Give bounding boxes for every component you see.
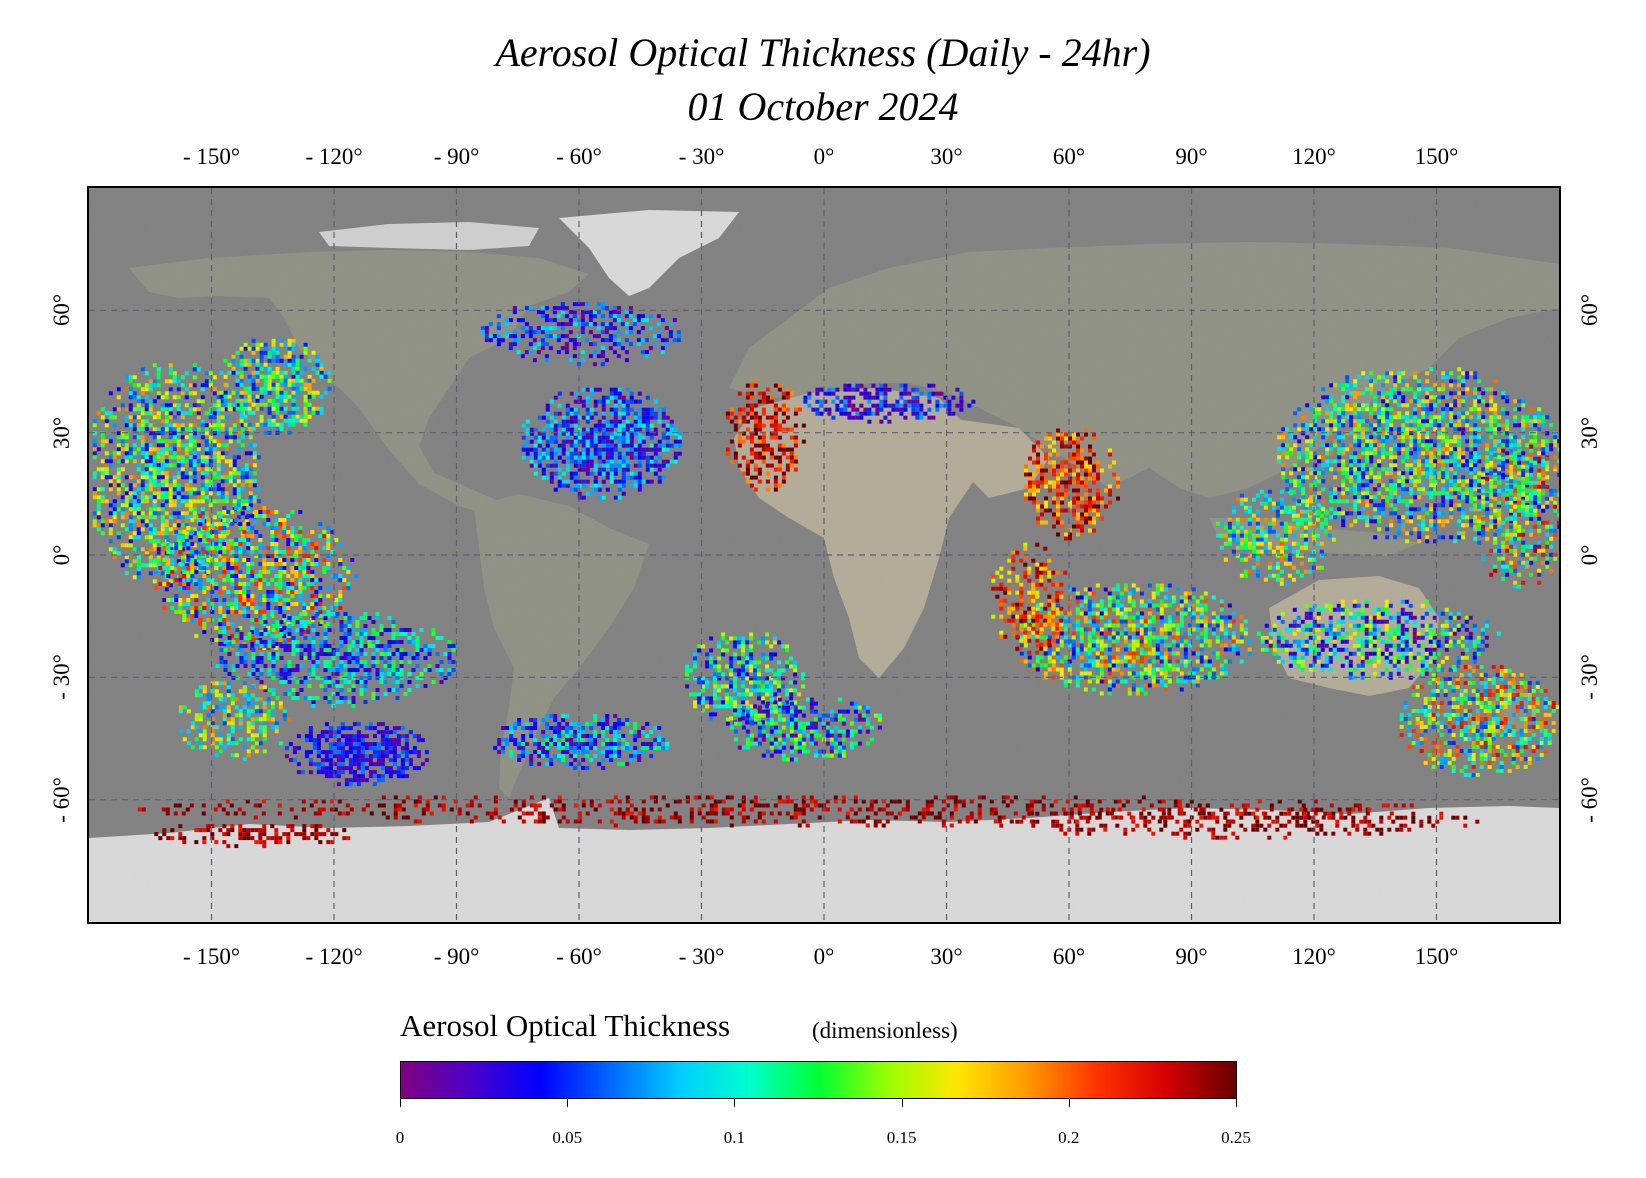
top-lon-label: - 30° [678,144,725,169]
bottom-lon-label: - 90° [433,944,480,969]
right-lat-label: - 60° [1577,776,1602,823]
bottom-lon-label: 150° [1414,944,1459,969]
top-lon-label: 120° [1292,144,1336,169]
bottom-lon-label: - 150° [182,944,241,969]
bottom-lon-label: 90° [1175,944,1208,969]
colorbar [400,1061,1237,1099]
top-lon-label: - 60° [556,144,602,169]
aot-world-map [87,186,1561,924]
top-lon-label: - 120° [305,144,363,169]
map-title: Aerosol Optical Thickness (Daily - 24hr)… [0,26,1646,134]
right-lat-label: - 30° [1577,654,1602,701]
title-line-1: Aerosol Optical Thickness (Daily - 24hr) [495,30,1151,75]
left-lat-label: 30° [49,416,74,449]
map-canvas [89,188,1559,922]
colorbar-tick-label: 0.05 [552,1128,583,1147]
colorbar-units: (dimensionless) [812,1018,958,1043]
top-lon-label: 150° [1414,144,1459,169]
colorbar-tick-label: 0.1 [723,1128,746,1147]
top-lon-label: 60° [1052,144,1086,169]
right-lat-label: 60° [1577,294,1602,327]
colorbar-tick [400,1099,401,1107]
bottom-lon-label: 120° [1292,944,1336,969]
top-lon-label: 0° [813,144,835,169]
top-lon-label: - 90° [433,144,480,169]
left-lat-label: 0° [49,544,74,566]
aot-data-layer [92,302,1559,849]
colorbar-tick [901,1099,903,1107]
colorbar-tick [1236,1099,1237,1107]
right-lat-label: 0° [1577,544,1602,566]
top-lon-label: - 150° [182,144,241,169]
bottom-lon-label: 0° [813,944,835,969]
right-lat-label: 30° [1577,416,1602,449]
colorbar-tick-label: 0 [395,1128,405,1147]
bottom-lon-label: 60° [1052,944,1086,969]
colorbar-tick-label: 0.25 [1221,1128,1251,1147]
top-lon-label: 30° [930,144,963,169]
graticule [89,188,1559,922]
left-lat-label: 60° [49,294,74,327]
top-lon-label: 90° [1175,144,1208,169]
colorbar-tick-label: 0.2 [1058,1128,1080,1147]
colorbar-tick-label: 0.15 [886,1128,917,1147]
left-lat-label: - 60° [49,776,74,823]
bottom-lon-label: - 30° [678,944,725,969]
title-line-2: 01 October 2024 [687,84,959,129]
bottom-lon-label: - 60° [556,944,602,969]
colorbar-tick [1068,1099,1070,1107]
colorbar-tick [734,1099,736,1107]
bottom-lon-label: - 120° [305,944,363,969]
colorbar-tick [567,1099,569,1107]
bottom-lon-label: 30° [930,944,963,969]
left-lat-label: - 30° [49,654,74,701]
colorbar-title: Aerosol Optical Thickness [400,1008,731,1043]
